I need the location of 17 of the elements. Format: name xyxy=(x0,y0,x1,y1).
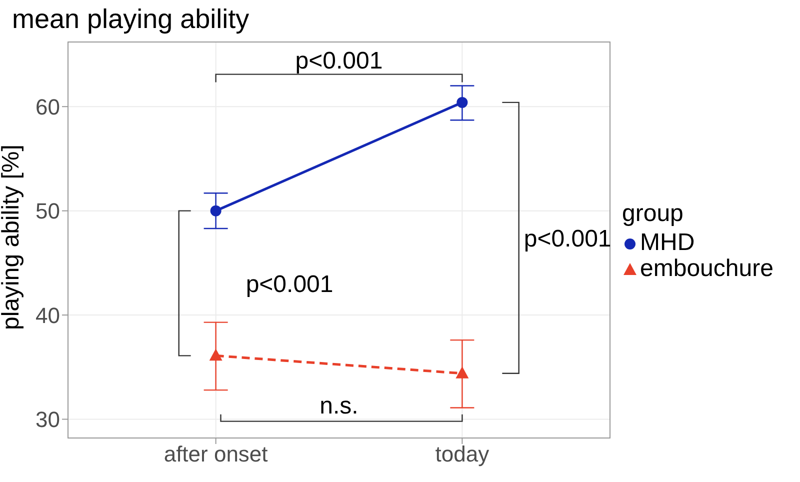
y-tick-label: 60 xyxy=(36,94,60,120)
chart-title: mean playing ability xyxy=(12,4,250,35)
legend-label: embouchure xyxy=(640,255,774,282)
y-tick-label: 50 xyxy=(36,198,60,224)
y-tick-label: 30 xyxy=(36,407,60,432)
legend-label: MHD xyxy=(640,229,695,256)
y-axis-title: playing ability [%] xyxy=(0,144,25,330)
point xyxy=(210,205,222,216)
annotation: n.s. xyxy=(320,392,358,420)
x-tick-label: after onset xyxy=(164,442,268,467)
annotation: p<0.001 xyxy=(295,47,383,74)
annotation: p<0.001 xyxy=(246,271,334,298)
point xyxy=(456,96,468,108)
y-tick-label: 40 xyxy=(36,302,60,328)
annotation: p<0.001 xyxy=(524,225,612,252)
x-tick-label: today xyxy=(435,442,490,467)
legend-title: group xyxy=(622,200,684,228)
